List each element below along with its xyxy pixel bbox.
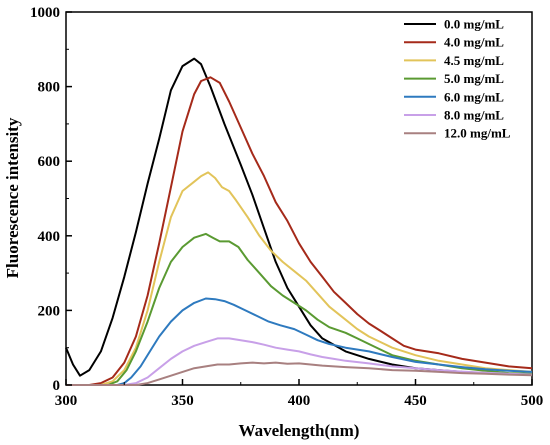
legend-label-0: 0.0 mg/mL: [444, 17, 504, 32]
series-line-0: [65, 57, 533, 377]
series-line-3: [66, 232, 533, 386]
x-tick-label: 400: [288, 393, 311, 409]
series-line-5: [66, 337, 533, 386]
y-tick-label: 400: [38, 229, 61, 245]
x-tick-label: 500: [521, 393, 544, 409]
legend-label-2: 4.5 mg/mL: [444, 53, 504, 68]
y-tick-label: 800: [38, 80, 61, 96]
series-layer: [65, 57, 533, 386]
x-tick-label: 350: [171, 393, 194, 409]
legend: 0.0 mg/mL 4.0 mg/mL 4.5 mg/mL 5.0 mg/mL 6.0 …: [404, 17, 511, 141]
y-tick-label: 0: [53, 378, 61, 394]
x-tick-label: 300: [55, 393, 78, 409]
legend-label-3: 5.0 mg/mL: [444, 71, 504, 86]
series-line-6: [66, 361, 533, 386]
y-axis-title: Fluorescence intensity: [3, 117, 22, 278]
plot-area: 300 350 400 450 500 0 200 400 600 800 1000: [30, 5, 543, 409]
legend-label-1: 4.0 mg/mL: [444, 35, 504, 50]
series-line-1: [66, 76, 533, 386]
x-tick-label: 450: [404, 393, 427, 409]
y-axis-ticks: 0 200 400 600 800 1000: [30, 5, 72, 394]
y-tick-label: 600: [38, 154, 61, 170]
x-axis-title: Wavelength(nm): [239, 421, 360, 440]
legend-label-5: 8.0 mg/mL: [444, 108, 504, 123]
series-line-4: [66, 297, 533, 386]
x-axis-ticks: 300 350 400 450 500: [55, 379, 544, 409]
legend-label-4: 6.0 mg/mL: [444, 89, 504, 104]
y-tick-label: 200: [38, 303, 61, 319]
legend-label-6: 12.0 mg/mL: [444, 126, 511, 141]
y-tick-label: 1000: [30, 5, 60, 21]
series-line-2: [66, 171, 533, 386]
plot-frame: [65, 11, 533, 386]
